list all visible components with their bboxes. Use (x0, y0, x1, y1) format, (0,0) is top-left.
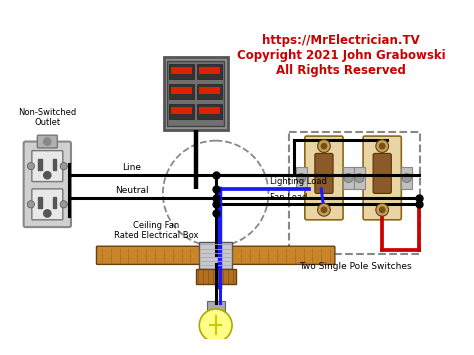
Circle shape (321, 207, 327, 213)
Bar (171, 87, 192, 94)
Bar (198, 104, 222, 119)
Circle shape (355, 173, 364, 182)
FancyBboxPatch shape (167, 61, 224, 126)
Circle shape (60, 163, 67, 170)
Circle shape (344, 173, 353, 182)
Circle shape (376, 203, 389, 216)
Circle shape (380, 143, 385, 149)
FancyBboxPatch shape (363, 136, 401, 220)
Circle shape (376, 140, 389, 153)
Text: Non-Switched
Outlet: Non-Switched Outlet (18, 108, 76, 127)
Text: https://MrElectrician.TV
Copyright 2021 John Grabowski
All Rights Reserved: https://MrElectrician.TV Copyright 2021 … (237, 34, 445, 77)
FancyBboxPatch shape (196, 269, 236, 284)
FancyBboxPatch shape (97, 246, 204, 264)
Bar (198, 84, 222, 99)
Circle shape (297, 173, 306, 182)
Bar (199, 67, 220, 74)
FancyBboxPatch shape (164, 57, 228, 130)
FancyBboxPatch shape (37, 135, 57, 148)
Circle shape (27, 201, 35, 208)
Bar (169, 104, 194, 119)
FancyBboxPatch shape (343, 167, 354, 189)
FancyBboxPatch shape (199, 242, 232, 269)
Bar (53, 159, 56, 170)
Text: Fan Load: Fan Load (270, 193, 308, 202)
FancyBboxPatch shape (24, 142, 71, 227)
Bar (38, 197, 42, 208)
Circle shape (44, 171, 51, 179)
Bar (169, 84, 194, 99)
Circle shape (318, 203, 330, 216)
Text: Line: Line (122, 164, 141, 173)
Circle shape (318, 140, 330, 153)
Circle shape (44, 138, 51, 145)
Circle shape (60, 201, 67, 208)
Bar (199, 107, 220, 114)
FancyBboxPatch shape (305, 136, 343, 220)
Bar (198, 64, 222, 79)
Circle shape (402, 173, 411, 182)
Circle shape (380, 207, 385, 213)
FancyBboxPatch shape (373, 153, 392, 193)
Bar (53, 197, 56, 208)
FancyBboxPatch shape (32, 151, 63, 182)
FancyBboxPatch shape (315, 153, 333, 193)
Circle shape (44, 210, 51, 217)
Bar (171, 107, 192, 114)
FancyBboxPatch shape (354, 167, 365, 189)
Circle shape (199, 309, 232, 342)
FancyBboxPatch shape (228, 246, 335, 264)
Circle shape (321, 143, 327, 149)
Circle shape (27, 163, 35, 170)
Text: Ceiling Fan
Rated Electrical Box: Ceiling Fan Rated Electrical Box (114, 221, 199, 240)
Bar (38, 159, 42, 170)
FancyBboxPatch shape (207, 301, 225, 313)
FancyBboxPatch shape (401, 167, 412, 189)
Text: Two Single Pole Switches: Two Single Pole Switches (299, 262, 411, 271)
Text: Neutral: Neutral (115, 186, 149, 195)
Bar (171, 67, 192, 74)
Text: Lighting Load: Lighting Load (270, 177, 327, 186)
Bar (169, 64, 194, 79)
Bar (199, 87, 220, 94)
FancyBboxPatch shape (32, 189, 63, 220)
FancyBboxPatch shape (296, 167, 307, 189)
